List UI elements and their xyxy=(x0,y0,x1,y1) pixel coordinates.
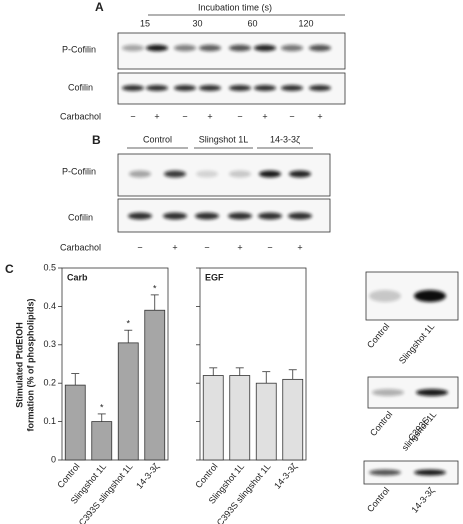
y-tick-label: 0.5 xyxy=(43,262,56,272)
inset-label: Control xyxy=(365,321,391,350)
sign: − xyxy=(137,242,142,252)
blot-band xyxy=(414,469,446,476)
panel-label: A xyxy=(95,0,104,14)
time-label: 60 xyxy=(247,18,257,28)
blot-band xyxy=(122,44,144,52)
significance-marker: * xyxy=(100,402,104,412)
inset-label: slingshot 1L xyxy=(400,409,439,452)
row-label: Cofilin xyxy=(68,212,93,222)
time-label: 120 xyxy=(298,18,313,28)
blot-band xyxy=(163,212,187,220)
blot-band xyxy=(229,170,251,178)
time-label: 15 xyxy=(140,18,150,28)
sign: − xyxy=(289,111,294,121)
sign: + xyxy=(237,242,242,252)
blot-band xyxy=(372,389,404,396)
blot-band xyxy=(174,44,196,52)
blot-band xyxy=(196,170,218,178)
blot-band xyxy=(129,170,151,178)
bar xyxy=(229,375,251,461)
x-tick-label: 14-3-3ζ xyxy=(134,461,161,490)
blot-band xyxy=(228,212,252,220)
bar xyxy=(255,382,277,461)
blot-band xyxy=(195,212,219,220)
blot-band xyxy=(281,44,303,52)
bar xyxy=(64,384,86,461)
blot-band xyxy=(281,85,303,91)
blot-band xyxy=(309,44,331,52)
bar xyxy=(91,421,113,461)
sign: + xyxy=(262,111,267,121)
blot-band xyxy=(199,85,221,91)
x-tick-label: 14-3-3ζ xyxy=(272,461,299,490)
blot-band xyxy=(258,212,282,220)
blot-band xyxy=(259,170,281,178)
blot-band xyxy=(288,212,312,220)
panel-label: C xyxy=(5,262,14,276)
blot-band xyxy=(174,85,196,91)
sign: − xyxy=(237,111,242,121)
blot-band xyxy=(254,85,276,91)
blot-band xyxy=(289,170,311,178)
time-label: 30 xyxy=(192,18,202,28)
row-label: Cofilin xyxy=(68,82,93,92)
blot-band xyxy=(369,290,401,302)
x-tick-label: Control xyxy=(193,461,219,490)
row-label: P-Cofilin xyxy=(62,44,96,54)
blot-band xyxy=(416,389,448,396)
significance-marker: * xyxy=(126,319,130,329)
y-tick-label: 0 xyxy=(51,454,56,464)
sign: − xyxy=(182,111,187,121)
sign: + xyxy=(154,111,159,121)
blot-band xyxy=(199,44,221,52)
row-label: P-Cofilin xyxy=(62,166,96,176)
chart-title: Carb xyxy=(67,272,88,282)
treatment-label: Carbachol xyxy=(60,242,101,252)
bar xyxy=(202,375,224,461)
sign: + xyxy=(172,242,177,252)
blot-band xyxy=(309,85,331,91)
blot-band xyxy=(146,44,168,52)
sign: + xyxy=(317,111,322,121)
y-tick-label: 0.2 xyxy=(43,378,56,388)
blot-band xyxy=(128,212,152,220)
header: Incubation time (s) xyxy=(198,2,272,12)
blot-band xyxy=(164,170,186,178)
inset-label: Control xyxy=(368,409,394,438)
blot-band xyxy=(122,85,144,91)
y-axis-label: formation (% of phospholipids) xyxy=(25,299,35,432)
x-tick-label: Control xyxy=(55,461,81,490)
panel-label: B xyxy=(92,133,101,147)
blot-frame xyxy=(363,460,459,485)
group-label: Control xyxy=(143,134,172,144)
group-label: Slingshot 1L xyxy=(199,134,249,144)
inset-label: Slingshot 1L xyxy=(397,321,437,365)
blot-frame xyxy=(117,32,346,70)
sign: − xyxy=(267,242,272,252)
blot-band xyxy=(369,469,401,476)
sign: + xyxy=(207,111,212,121)
group-label: 14-3-3ζ xyxy=(270,134,300,144)
chart-title: EGF xyxy=(205,272,224,282)
blot-band xyxy=(146,85,168,91)
blot-band xyxy=(414,290,446,302)
y-tick-label: 0.4 xyxy=(43,301,56,311)
bar xyxy=(144,309,166,461)
treatment-label: Carbachol xyxy=(60,111,101,121)
bar xyxy=(117,342,139,461)
significance-marker: * xyxy=(153,283,157,293)
sign: + xyxy=(297,242,302,252)
inset-label: 14-3-3ζ xyxy=(409,485,436,514)
blot-band xyxy=(229,85,251,91)
blot-band xyxy=(229,44,251,52)
y-axis-label: Stimulated PtdEtOH xyxy=(14,322,24,408)
sign: − xyxy=(204,242,209,252)
y-tick-label: 0.3 xyxy=(43,339,56,349)
inset-label: Control xyxy=(365,485,391,514)
sign: − xyxy=(130,111,135,121)
bar xyxy=(282,378,304,461)
blot-band xyxy=(254,44,276,52)
y-tick-label: 0.1 xyxy=(43,416,56,426)
